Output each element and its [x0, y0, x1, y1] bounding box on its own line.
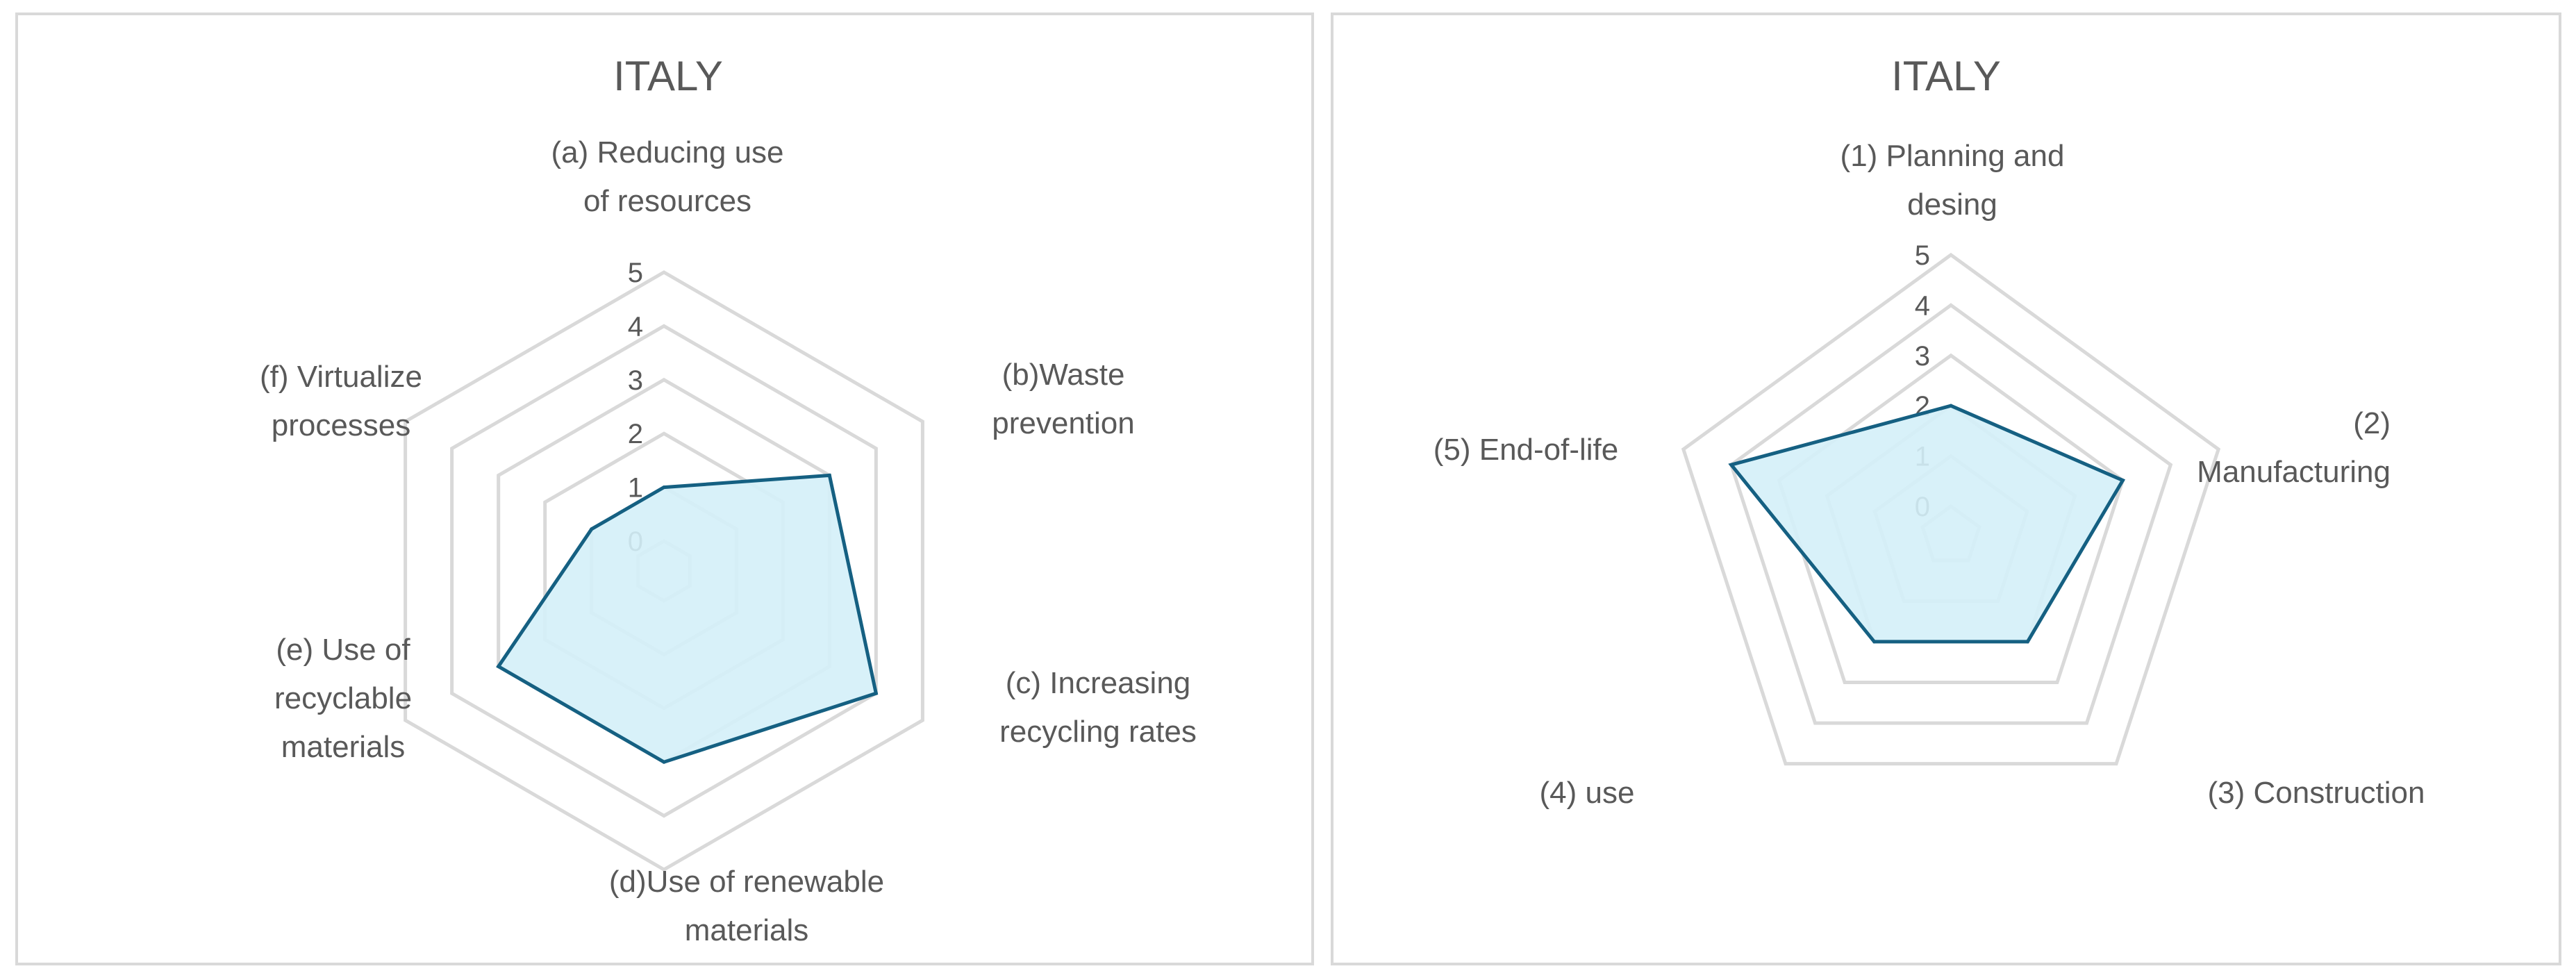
data-point	[827, 473, 831, 477]
data-point	[662, 760, 666, 764]
category-label-1: (b)Waste prevention	[992, 358, 1134, 440]
category-label-line: Manufacturing	[2197, 455, 2391, 489]
tick-label: 4	[1915, 290, 1930, 321]
grid-ring-4	[1729, 303, 2173, 725]
grid-ring-4	[450, 324, 878, 818]
category-label-line: (e) Use of	[276, 633, 410, 667]
category-label-4: (5) End-of-life	[1434, 433, 1619, 467]
category-label-0: (1) Planning and desing	[1840, 139, 2065, 222]
category-label-line: processes	[272, 408, 411, 442]
category-label-line: (c) Increasing	[1006, 666, 1191, 700]
category-label-line: (1) Planning and	[1840, 139, 2065, 173]
category-label-line: desing	[1907, 188, 1997, 222]
data-point	[1872, 640, 1877, 644]
data-point	[2120, 479, 2125, 483]
chart-title-right: ITALY	[1891, 53, 2001, 99]
category-label-line: (2)	[2353, 406, 2391, 440]
series-area	[1731, 406, 2123, 642]
tick-label: 2	[628, 419, 643, 449]
data-point	[2025, 640, 2029, 644]
category-label-line: (5) End-of-life	[1434, 433, 1619, 467]
category-label-line: materials	[685, 913, 809, 947]
grid-ring-5	[404, 270, 924, 872]
data-point	[662, 485, 666, 490]
category-label-line: recycling rates	[999, 715, 1197, 749]
category-label-line: materials	[281, 730, 406, 764]
category-label-line: (d)Use of renewable	[609, 865, 884, 899]
data-point	[1729, 463, 1734, 467]
data-point	[874, 691, 878, 695]
category-label-1: (2) Manufacturing	[2197, 406, 2391, 489]
tick-label: 5	[1915, 240, 1930, 271]
category-label-3: (4) use	[1540, 776, 1635, 810]
series-line	[1728, 404, 2126, 644]
chart-title-left: ITALY	[613, 53, 723, 99]
category-label-line: prevention	[992, 406, 1134, 440]
category-label-2: (c) Increasing recycling rates	[999, 666, 1197, 749]
grid-ring-5	[1681, 252, 2221, 766]
category-label-line: (4) use	[1540, 776, 1635, 810]
category-label-line: of resources	[583, 184, 751, 218]
tick-label: 4	[628, 311, 643, 342]
tick-label: 1	[628, 473, 643, 504]
category-label-2: (3) Construction	[2207, 776, 2425, 810]
category-label-line: (b)Waste	[1002, 358, 1125, 392]
category-label-line: recyclable	[274, 681, 412, 715]
series-area	[498, 475, 876, 763]
category-label-line: (f) Virtualize	[260, 360, 422, 394]
chart-panel-right: ITALY 012345(1) Planning anddesing(2)Man…	[1331, 13, 2561, 965]
tick-label: 3	[628, 365, 643, 396]
data-point	[590, 527, 594, 531]
category-label-line: (a) Reducing use	[551, 135, 783, 169]
category-label-3: (d)Use of renewable materials	[609, 865, 884, 947]
tick-label: 5	[628, 258, 643, 288]
category-label-4: (e) Use of recyclable materials	[274, 633, 412, 764]
category-label-0: (a) Reducing use of resources	[551, 135, 783, 218]
data-point	[497, 665, 501, 669]
tick-label: 3	[1915, 341, 1930, 372]
data-point	[1949, 404, 1953, 408]
radar-chart-right: ITALY 012345(1) Planning anddesing(2)Man…	[1434, 53, 2425, 810]
category-label-5: (f) Virtualize processes	[260, 360, 422, 442]
category-label-line: (3) Construction	[2207, 776, 2425, 810]
